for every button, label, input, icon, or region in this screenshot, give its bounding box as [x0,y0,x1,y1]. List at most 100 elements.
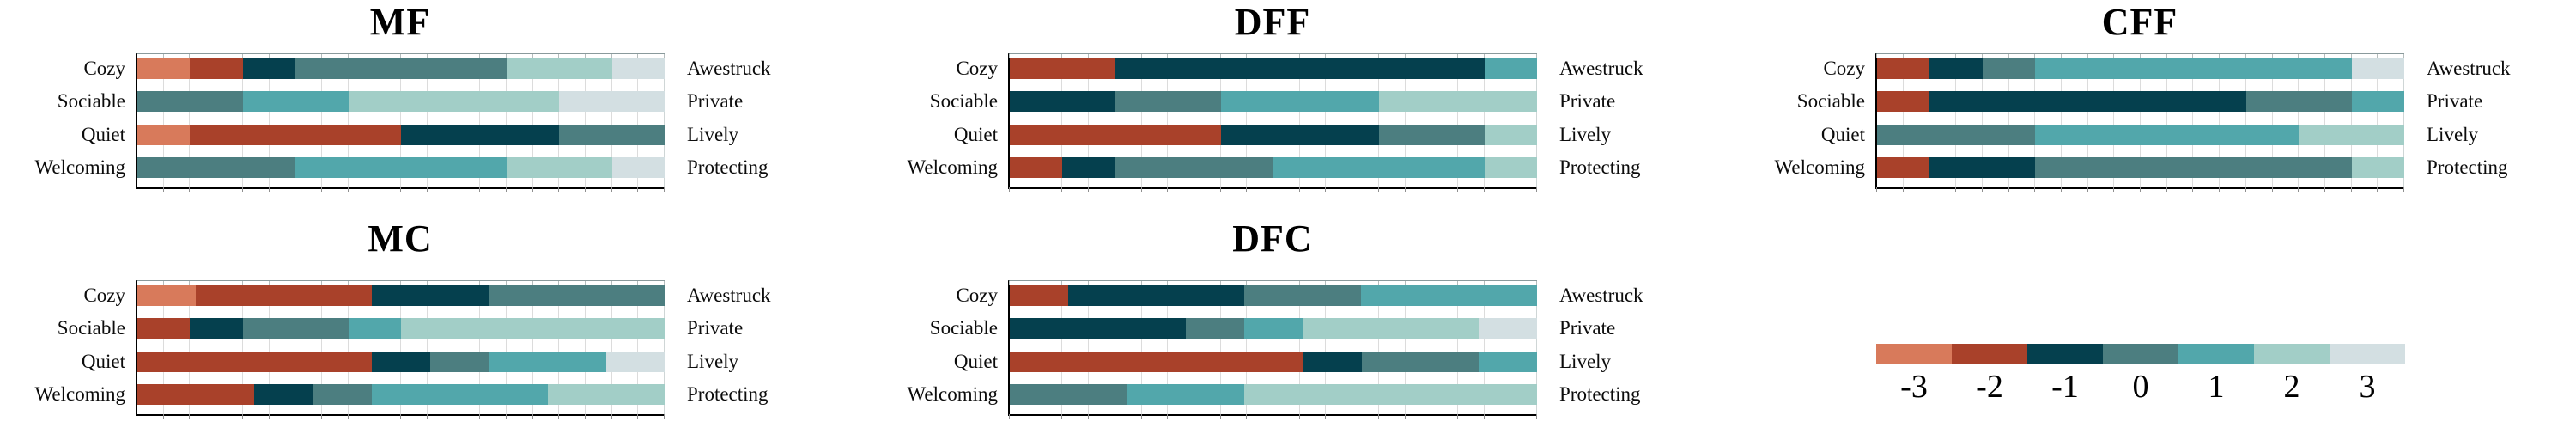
row-label-left-Quiet: Quiet [953,123,998,145]
axis-tick-top [1483,54,1485,58]
bar-segment-level--2 [190,58,243,79]
panel-title-CFF: CFF [2101,1,2178,43]
axis-tick-bottom [268,187,270,192]
legend-swatch--3 [1876,344,1952,364]
bar-row-Welcoming [137,384,665,406]
axis-tick-top [1876,54,1877,58]
row-label-right-Private: Private [2427,90,2483,113]
bar-row-Cozy [1010,285,1537,306]
bar-segment-level-2 [506,58,612,79]
gridline [1167,281,1169,414]
axis-tick-top [189,281,191,285]
axis-tick-top [637,54,639,58]
gridline [1219,54,1221,187]
axis-tick-top [1246,54,1248,58]
gridline [558,281,560,414]
bar-segment-level--1 [190,318,243,339]
axis-tick-top [1140,54,1142,58]
bar-segment-level--1 [1010,318,1186,339]
row-label-left-Sociable: Sociable [929,90,998,113]
bar-segment-level--3 [137,285,197,306]
bar-row-Sociable [1877,91,2404,113]
bar-segment-level-0 [1378,124,1485,145]
axis-tick-top [2219,54,2221,58]
axis-tick-top [2113,54,2115,58]
plot-area-MC [136,280,665,419]
axis-tick-bottom [347,414,349,419]
bar-segment-level-0 [1185,318,1244,339]
gridline [2271,54,2273,187]
axis-tick-top [2403,54,2404,58]
axis-tick-top [611,281,612,285]
gridline [241,54,243,187]
axis-tick-bottom [611,414,612,419]
row-label-left-Cozy: Cozy [956,284,998,306]
axis-tick-top [1219,54,1221,58]
bar-segment-level-1 [1127,384,1244,406]
axis-tick-bottom [1483,414,1485,419]
axis-tick-top [505,281,507,285]
bar-segment-level-0 [2245,91,2352,113]
axis-tick-bottom [347,187,349,192]
axis-tick-bottom [1876,187,1877,192]
gridline [611,54,612,187]
gridline [479,281,481,414]
bar-segment-level--1 [1062,157,1115,179]
bar-segment-level-0 [1010,384,1127,406]
axis-tick-bottom [1325,187,1327,192]
axis-tick-bottom [2403,187,2404,192]
legend-swatch-1 [2178,344,2254,364]
bar-segment-level-1 [295,157,507,179]
axis-tick-top [1377,54,1379,58]
gridline [2377,54,2379,187]
axis-tick-bottom [584,414,586,419]
axis-tick-top [1298,281,1300,285]
axis-tick-top [1061,281,1063,285]
bar-segment-level-0 [242,318,349,339]
axis-tick-top [1981,54,1983,58]
panel-title-DFF: DFF [1234,1,1311,43]
axis-tick-bottom [1483,187,1485,192]
panel-title-DFC: DFC [1232,217,1313,260]
axis-tick-bottom [479,414,481,419]
axis-tick-top [611,54,612,58]
gridline [1219,281,1221,414]
row-label-left-Cozy: Cozy [83,284,125,306]
axis-tick-bottom [1246,414,1248,419]
gridline [505,281,507,414]
bar-segment-level-1 [2351,91,2404,113]
bar-segment-level--3 [137,124,191,145]
bar-segment-level--2 [190,124,401,145]
axis-tick-bottom [1536,187,1537,192]
gridline [611,281,612,414]
gridline [532,54,533,187]
axis-tick-bottom [2324,187,2325,192]
axis-tick-top [268,54,270,58]
bar-segment-level-2 [2299,124,2404,145]
axis-tick-bottom [2166,187,2167,192]
bar-segment-level-0 [559,124,665,145]
axis-tick-top [1088,54,1090,58]
axis-tick-bottom [400,414,401,419]
axis-tick-bottom [2298,187,2300,192]
axis-tick-top [637,281,639,285]
bar-row-Sociable [137,318,665,339]
bar-segment-level--2 [1010,58,1115,79]
gridline [400,54,401,187]
axis-tick-bottom [2113,187,2115,192]
gridline [1404,281,1406,414]
axis-tick-top [1009,54,1010,58]
axis-tick-bottom [1981,187,1983,192]
row-label-left-Cozy: Cozy [1823,58,1865,79]
gridline [2298,54,2300,187]
axis-tick-top [2060,54,2062,58]
bar-row-Cozy [1877,58,2404,79]
bar-segment-level--1 [1929,58,1983,79]
axis-tick-bottom [1456,414,1458,419]
bar-segment-level-0 [137,91,243,113]
axis-tick-bottom [189,414,191,419]
plot-area-DFC [1008,280,1537,419]
bar-segment-level-0 [295,58,507,79]
gridline [268,54,270,187]
gridline [320,54,322,187]
